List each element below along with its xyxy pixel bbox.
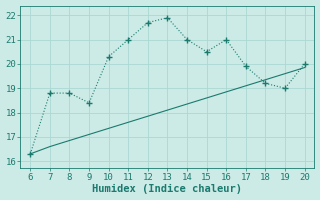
X-axis label: Humidex (Indice chaleur): Humidex (Indice chaleur) <box>92 184 243 194</box>
